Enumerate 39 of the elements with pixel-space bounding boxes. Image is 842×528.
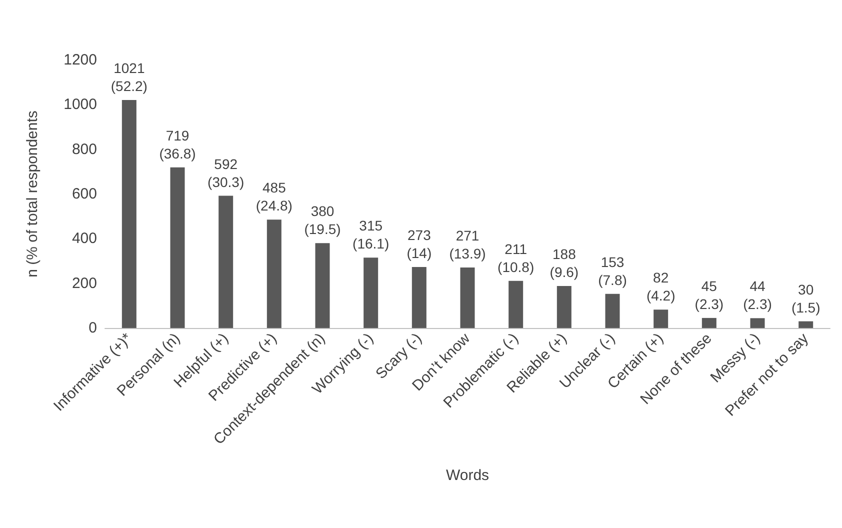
data-label: 485 (24.8) bbox=[256, 180, 292, 214]
y-axis-title: n (% of total respondents bbox=[24, 110, 41, 278]
data-label: 719 (36.8) bbox=[159, 127, 196, 162]
bar bbox=[654, 310, 668, 328]
data-label: 1021 (52.2) bbox=[110, 60, 148, 94]
bar bbox=[122, 100, 136, 328]
bar bbox=[218, 196, 234, 328]
bar bbox=[170, 167, 185, 328]
bar bbox=[508, 280, 524, 328]
data-label: 315 (16.1) bbox=[352, 218, 390, 252]
y-tick-label: 0 bbox=[88, 320, 97, 336]
data-label: 271 (13.9) bbox=[449, 227, 486, 262]
bar bbox=[266, 220, 282, 328]
data-label: 380 (19.5) bbox=[304, 203, 341, 238]
y-tick-label: 600 bbox=[72, 186, 97, 202]
y-tick-label: 200 bbox=[72, 274, 97, 292]
bar bbox=[702, 318, 716, 328]
data-label: 82 (4.2) bbox=[646, 270, 676, 304]
bar bbox=[556, 286, 572, 328]
y-tick-label: 1000 bbox=[64, 96, 97, 114]
bar bbox=[798, 321, 814, 328]
bar bbox=[364, 258, 378, 328]
bar bbox=[750, 318, 765, 328]
data-label: 30 (1.5) bbox=[791, 281, 820, 316]
data-label: 211 (10.8) bbox=[498, 240, 534, 275]
data-label: 45 (2.3) bbox=[694, 278, 724, 312]
bar bbox=[412, 267, 426, 328]
y-tick-label: 1200 bbox=[64, 52, 97, 68]
data-label: 592 (30.3) bbox=[208, 156, 244, 190]
bar bbox=[605, 294, 620, 328]
bar bbox=[315, 243, 330, 328]
data-label: 44 (2.3) bbox=[743, 278, 772, 312]
data-label: 153 (7.8) bbox=[598, 254, 627, 288]
data-label: 188 (9.6) bbox=[550, 246, 579, 280]
x-axis-title: Words bbox=[446, 467, 490, 484]
y-tick-label: 400 bbox=[72, 230, 97, 248]
bar bbox=[460, 267, 475, 328]
data-label: 273 (14) bbox=[406, 227, 432, 262]
y-tick-label: 800 bbox=[72, 140, 97, 158]
